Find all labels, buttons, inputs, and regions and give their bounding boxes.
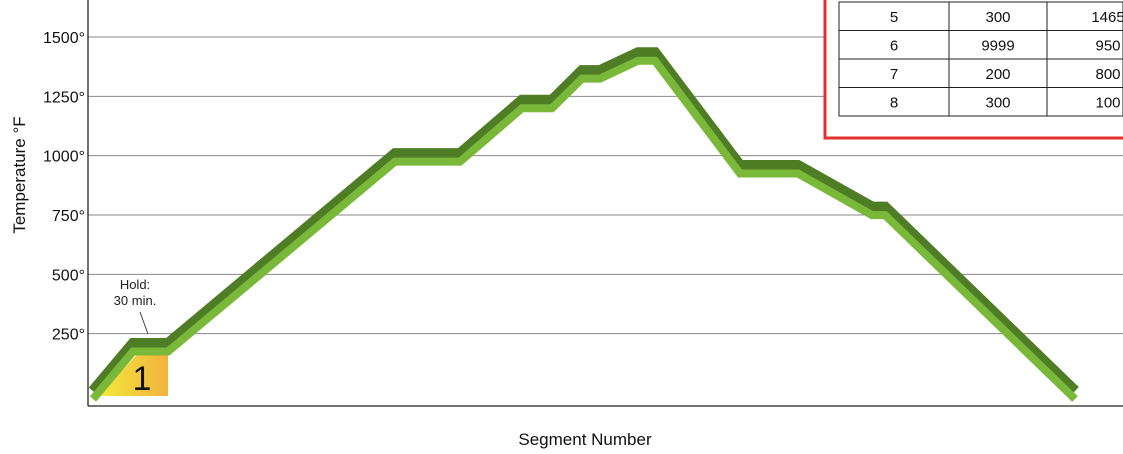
x-axis-title: Segment Number [518,430,652,449]
table-cell: 7 [890,66,898,83]
segment-table: 5 300 1465 6 9999 950 7 200 800 8 300 100 [823,0,1123,140]
table-cell: 6 [890,38,898,55]
hold-label-bg [104,276,166,312]
table-cell: 5 [890,9,898,26]
table-cell: 1465 [1091,9,1123,26]
y-axis-title: Temperature °F [10,116,29,233]
hold-label-line2: 30 min. [114,293,157,308]
table-cell: 100 [1095,95,1120,112]
y-tick-label: 750° [52,208,85,225]
axes [87,0,1123,407]
table-cell: 300 [985,95,1010,112]
y-tick-label: 500° [52,267,85,284]
table-cell: 9999 [981,38,1014,55]
table-cell: 200 [985,66,1010,83]
table-cell: 8 [890,95,898,112]
segment-number-label: 1 [133,360,152,398]
y-tick-label: 1250° [43,89,85,106]
series-line [89,56,1078,402]
y-tick-label: 1000° [43,149,85,166]
temperature-series [88,47,1079,402]
y-tick-label: 1500° [43,30,85,47]
y-tick-label: 250° [52,327,85,344]
hold-leader-line [139,311,149,335]
segment-1-highlight [98,353,168,396]
hold-label-line1: Hold: [120,277,150,292]
table-cell: 300 [985,9,1010,26]
table-cell: 800 [1095,66,1120,83]
series-line-shadow [88,47,1079,395]
table-cell: 950 [1095,38,1120,55]
annotations: 1 Hold:30 min. [98,276,168,398]
y-tick-labels: 250° 500° 750° 1000° 1250° 1500° [43,30,85,344]
